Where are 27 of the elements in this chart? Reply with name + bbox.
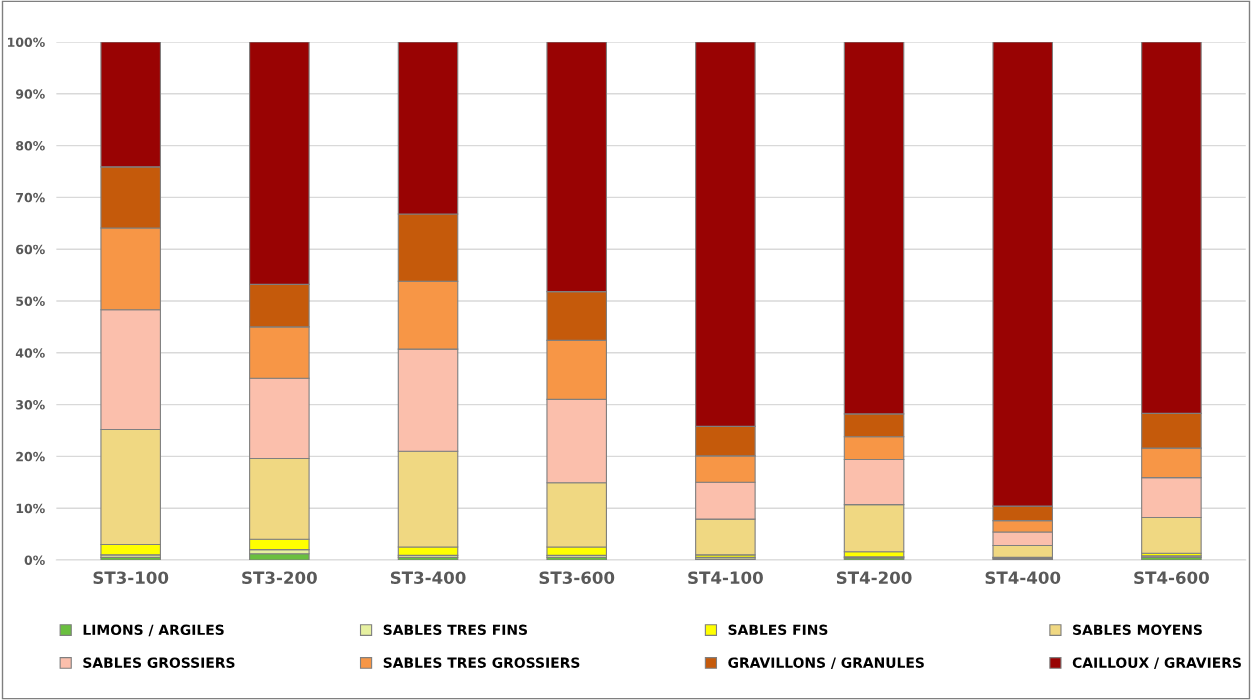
y-tick-label: 0% [24,555,45,565]
y-tick-label: 100% [8,37,45,47]
legend-label: CAILLOUX / GRAVIERS [1072,657,1241,670]
legend-label: SABLES FINS [728,624,828,636]
x-tick-label: ST3-100 [93,571,169,585]
x-tick-label: ST3-400 [390,571,466,585]
y-tick-label: 50% [16,296,45,306]
y-tick-label: 60% [16,244,45,255]
legend-label: LIMONS / ARGILES [83,624,224,637]
legend-label: SABLES TRES FINS [383,624,527,636]
y-tick-label: 90% [15,89,45,99]
x-tick-label: ST4-100 [688,571,763,585]
legend-label: GRAVILLONS / GRANULES [728,657,924,670]
x-tick-label: ST4-600 [1134,571,1209,585]
x-tick-label: ST4-200 [836,571,912,585]
x-tick-label: ST4-400 [985,571,1061,585]
y-tick-label: 20% [16,451,45,462]
legend-label: SABLES MOYENS [1073,624,1202,636]
x-tick-label: ST3-600 [539,571,615,585]
y-tick-label: 30% [16,400,45,410]
x-tick-label: ST3-200 [242,571,317,585]
y-tick-label: 70% [16,192,45,203]
y-tick-label: 80% [16,141,45,151]
y-tick-label: 10% [16,503,45,514]
y-tick-label: 40% [15,348,45,358]
legend-label: SABLES GROSSIERS [83,657,235,668]
legend-label: SABLES TRES GROSSIERS [383,657,580,668]
